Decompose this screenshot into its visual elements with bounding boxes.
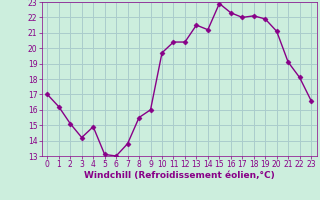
X-axis label: Windchill (Refroidissement éolien,°C): Windchill (Refroidissement éolien,°C) <box>84 171 275 180</box>
